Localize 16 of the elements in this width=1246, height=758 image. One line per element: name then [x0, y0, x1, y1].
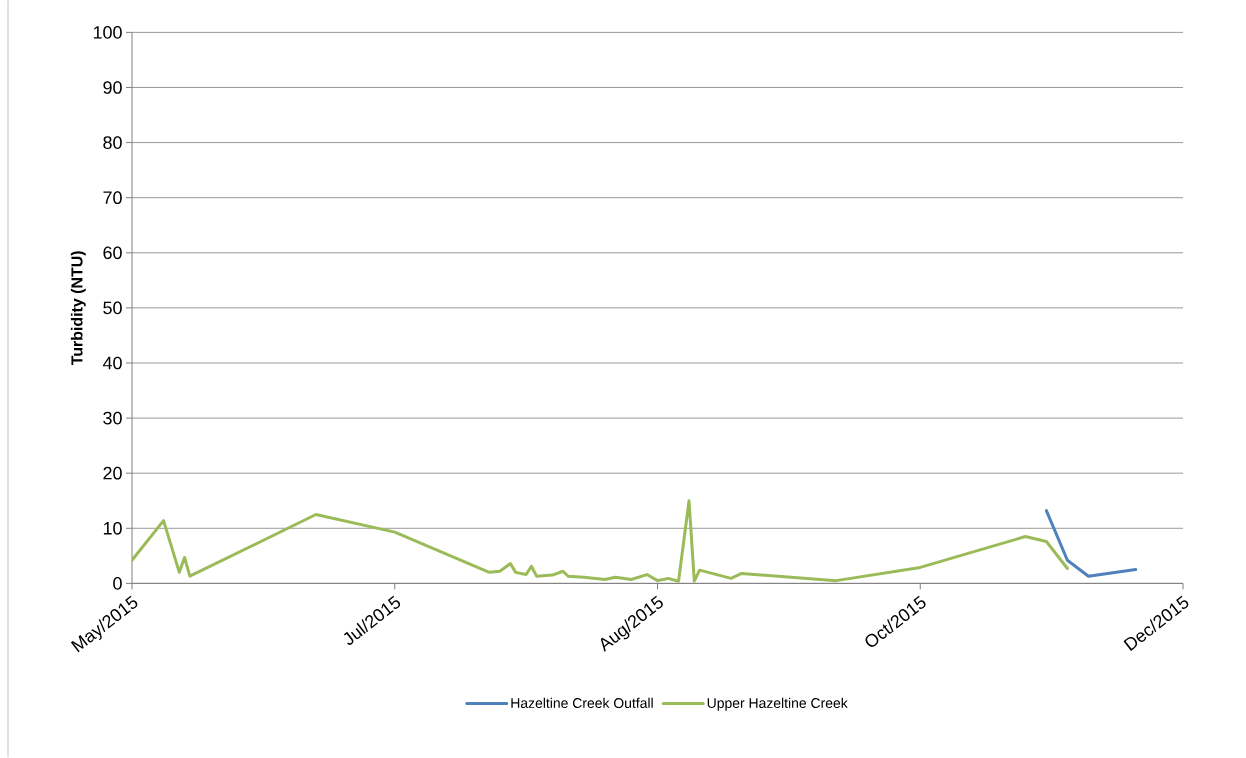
y-tick-label: 70: [103, 191, 122, 205]
y-axis-title: Turbidity (NTU): [70, 251, 86, 366]
line-series: [132, 499, 1069, 583]
line-series: [1044, 509, 1138, 578]
y-tick-label: 100: [93, 26, 122, 39]
y-tick-label: 50: [103, 301, 122, 315]
y-tick-label: 30: [103, 411, 122, 425]
y-tick-label: 40: [102, 356, 122, 370]
y-tick-label: 10: [103, 522, 122, 535]
y-tick-label: 20: [103, 466, 122, 480]
y-tick-label: 80: [103, 136, 122, 150]
y-tick-label: 0: [113, 577, 122, 590]
legend-label: Upper Hazeltine Creek: [707, 697, 848, 711]
legend-label: Hazeltine Creek Outfall: [511, 697, 653, 709]
y-tick-label: 60: [103, 246, 122, 260]
y-tick-label: 90: [103, 81, 122, 94]
